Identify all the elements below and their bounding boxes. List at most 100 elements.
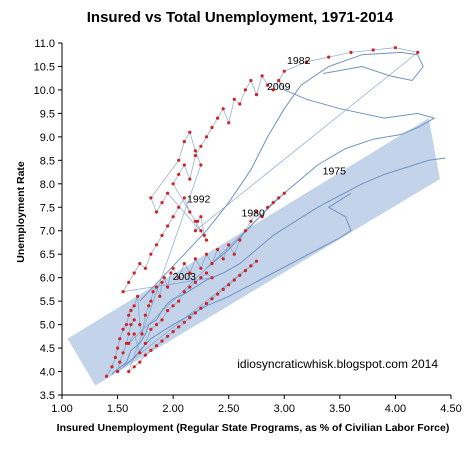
data-point xyxy=(171,330,175,334)
data-point xyxy=(249,264,253,268)
data-point xyxy=(127,280,131,284)
data-point xyxy=(254,259,259,263)
data-point xyxy=(113,355,117,360)
data-point xyxy=(149,327,153,331)
data-point xyxy=(216,116,220,120)
data-point xyxy=(271,201,275,205)
data-point xyxy=(160,318,164,322)
data-point xyxy=(182,320,186,324)
data-point xyxy=(277,78,281,83)
data-point xyxy=(271,88,275,92)
data-point xyxy=(210,276,214,280)
data-point xyxy=(127,341,131,345)
data-point xyxy=(127,313,131,317)
data-point xyxy=(277,196,281,200)
data-point xyxy=(243,229,247,233)
data-point xyxy=(166,334,170,338)
data-point xyxy=(282,191,286,195)
x-ticks: 1.00 1.50 2.00 2.50 3.00 3.50 4.00 4.50 xyxy=(51,395,462,415)
data-point xyxy=(138,262,142,266)
data-point xyxy=(199,276,203,280)
data-point xyxy=(177,325,181,329)
data-point xyxy=(204,301,209,306)
year-annotation: 1980 xyxy=(241,208,265,220)
data-point xyxy=(149,348,153,352)
data-point xyxy=(204,271,209,275)
data-point xyxy=(160,233,164,237)
year-annotation: 2009 xyxy=(267,81,291,93)
data-point xyxy=(243,269,247,273)
data-point xyxy=(118,337,122,341)
data-point xyxy=(221,107,225,111)
data-point xyxy=(182,163,186,167)
data-point xyxy=(193,154,197,158)
data-point xyxy=(210,125,214,130)
y-tick-label: 11.0 xyxy=(34,38,55,50)
data-point xyxy=(254,210,259,214)
data-point xyxy=(227,283,231,287)
data-point xyxy=(160,339,164,343)
data-point xyxy=(110,365,114,369)
y-tick-label: 9.0 xyxy=(40,132,55,144)
year-annotation: 1982 xyxy=(287,55,311,67)
y-tick-label: 8.5 xyxy=(40,155,55,167)
data-point xyxy=(169,271,173,275)
y-axis-label: Unemployment Rate xyxy=(15,161,27,263)
data-point xyxy=(138,351,142,355)
data-point xyxy=(116,369,120,374)
y-tick-label: 10.0 xyxy=(34,85,55,97)
data-point xyxy=(177,205,181,209)
data-point xyxy=(238,273,242,277)
year-annotation: 1992 xyxy=(187,194,211,206)
data-point xyxy=(196,219,200,223)
series-line-1 xyxy=(122,192,352,368)
data-point xyxy=(221,257,225,261)
x-tick-label: 1.50 xyxy=(107,403,128,415)
data-point xyxy=(193,280,197,284)
data-point xyxy=(227,243,231,247)
y-tick-label: 7.0 xyxy=(40,226,55,238)
data-point xyxy=(171,304,175,308)
data-point xyxy=(154,344,159,348)
x-tick-label: 1.00 xyxy=(51,403,72,415)
data-point xyxy=(266,83,270,87)
data-point xyxy=(127,332,131,336)
data-point xyxy=(371,48,375,52)
data-point xyxy=(202,233,206,237)
data-point xyxy=(232,278,236,282)
annotation-layer: 1982 2009 1975 1992 1980 2003 xyxy=(173,55,347,283)
data-point xyxy=(177,172,181,176)
data-point xyxy=(304,60,309,64)
data-point xyxy=(121,290,125,294)
y-ticks: 3.5 4.0 4.5 5.0 5.5 6.0 6.5 7.0 7.5 8.0 8.5 9.0 9.5 1… xyxy=(34,38,62,402)
data-point xyxy=(154,285,159,289)
data-point xyxy=(260,74,264,78)
data-point xyxy=(136,294,140,298)
year-annotation: 1975 xyxy=(323,165,347,177)
data-point xyxy=(188,210,192,214)
x-tick-label: 2.00 xyxy=(162,403,183,415)
data-point xyxy=(204,135,209,139)
x-tick-label: 4.50 xyxy=(440,403,461,415)
data-point xyxy=(204,252,209,256)
data-point xyxy=(193,149,197,153)
credit-text: idiosyncraticwhisk.blogspot.com 2014 xyxy=(237,357,438,371)
series-line-0 xyxy=(111,157,446,375)
data-point xyxy=(182,262,186,266)
data-point xyxy=(282,69,286,73)
data-point xyxy=(171,266,175,270)
data-point xyxy=(199,266,203,270)
data-point xyxy=(238,102,242,106)
data-point xyxy=(188,285,192,289)
data-point xyxy=(138,360,142,364)
data-point xyxy=(210,297,214,301)
data-point xyxy=(177,299,181,303)
data-point xyxy=(199,163,203,167)
data-point xyxy=(121,327,125,331)
y-tick-label: 9.5 xyxy=(40,108,55,120)
data-point xyxy=(166,224,170,228)
y-tick-label: 4.0 xyxy=(40,367,55,379)
x-tick-label: 2.50 xyxy=(218,403,239,415)
data-point xyxy=(243,88,247,92)
data-point xyxy=(327,55,331,59)
